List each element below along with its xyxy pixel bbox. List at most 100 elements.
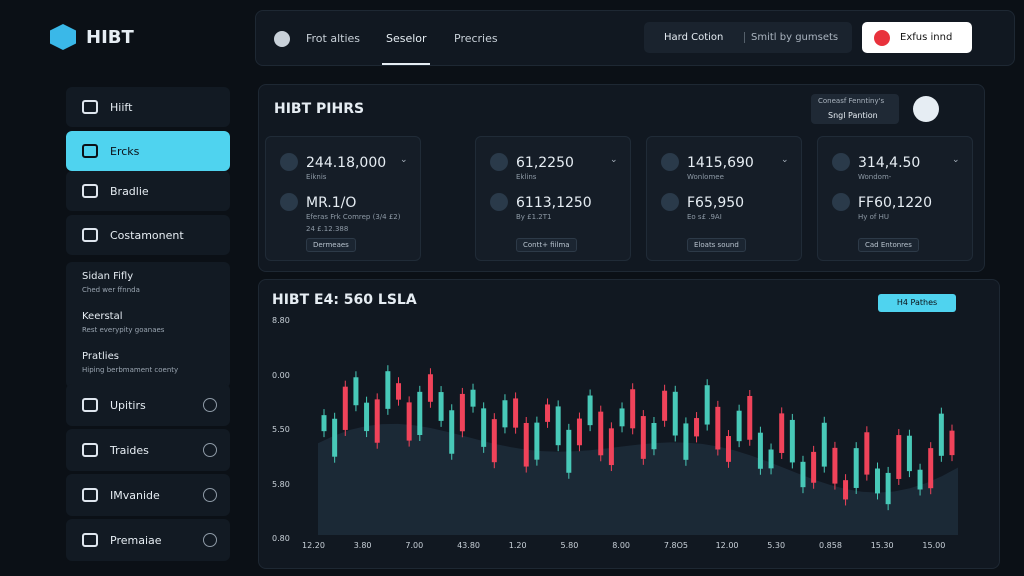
candlestick-chart bbox=[318, 365, 958, 535]
nav-item[interactable]: Bradlie bbox=[66, 171, 230, 211]
candle-body bbox=[470, 389, 476, 407]
segment-option[interactable]: Hard Cotion bbox=[664, 32, 724, 43]
candle-body bbox=[651, 422, 657, 450]
candle-body bbox=[725, 436, 731, 462]
timeframe-button[interactable]: H4 Pathes bbox=[878, 294, 956, 312]
x-axis-label: 5.80 bbox=[560, 541, 579, 550]
candle-body bbox=[481, 408, 487, 447]
pair-badge[interactable]: Eloats sound bbox=[687, 238, 746, 252]
nav-label: IMvanide bbox=[110, 488, 160, 502]
candle-body bbox=[598, 411, 604, 456]
candle-body bbox=[938, 413, 944, 456]
candle-body bbox=[576, 418, 582, 446]
settings-button[interactable] bbox=[913, 96, 939, 122]
nav-label: Upitirs bbox=[110, 398, 146, 412]
pair-value: 244.18,000 bbox=[306, 155, 387, 171]
candle-body bbox=[864, 432, 870, 475]
group-sub: Hiping berbmament coenty bbox=[82, 366, 179, 374]
pair-value: FF60,1220 bbox=[858, 195, 932, 211]
nav-chevron bbox=[203, 443, 217, 457]
candle-body bbox=[640, 416, 646, 459]
nav-item[interactable]: Premaiae bbox=[66, 519, 230, 561]
candle-body bbox=[608, 428, 614, 466]
button-label[interactable]: Exfus innd bbox=[900, 32, 953, 43]
candle-body bbox=[534, 422, 540, 460]
pair-value: F65,950 bbox=[687, 195, 745, 211]
nav-icon bbox=[82, 488, 98, 502]
candle-body bbox=[491, 419, 497, 463]
x-axis-label: 15.00 bbox=[922, 541, 946, 550]
candle-body bbox=[619, 408, 625, 427]
group-sub: Rest everypity goanaes bbox=[82, 326, 165, 334]
candle-body bbox=[417, 391, 423, 436]
pair-value: MR.1/O bbox=[306, 195, 357, 211]
candle-body bbox=[928, 448, 934, 489]
tab[interactable]: Frot alties bbox=[306, 32, 361, 45]
candle-body bbox=[502, 400, 508, 428]
candle-body bbox=[342, 386, 348, 430]
candle-body bbox=[800, 461, 806, 488]
candle-body bbox=[811, 451, 817, 483]
nav-item[interactable]: Traides bbox=[66, 429, 230, 471]
candle-body bbox=[438, 392, 444, 421]
nav-item[interactable]: Upitirs bbox=[66, 384, 230, 426]
pair-icon bbox=[280, 153, 298, 171]
candle-body bbox=[545, 404, 551, 422]
x-axis-label: 12.00 bbox=[715, 541, 739, 550]
pair-value: 314,4.50 bbox=[858, 155, 921, 171]
segment-option[interactable]: Smitl by gumsets bbox=[744, 32, 838, 43]
candle-body bbox=[694, 418, 700, 437]
pair-icon bbox=[280, 193, 298, 211]
nav-chevron bbox=[203, 488, 217, 502]
pair-badge[interactable]: Dermeaes bbox=[306, 238, 356, 252]
nav-group bbox=[66, 262, 230, 388]
nav-icon bbox=[82, 144, 98, 158]
tab-underline bbox=[382, 63, 430, 65]
dropdown-caret: ⌄ bbox=[781, 155, 789, 165]
group-sub: Ched wer ffnnda bbox=[82, 286, 140, 294]
candle-body bbox=[513, 398, 519, 428]
candle-body bbox=[832, 447, 838, 484]
pair-badge[interactable]: Cad Entonres bbox=[858, 238, 919, 252]
tab[interactable]: Seselor bbox=[386, 32, 427, 45]
y-axis-label: 0.00 bbox=[272, 370, 290, 380]
x-axis-label: 7.00 bbox=[405, 541, 424, 550]
pair-card: 61,2250 Eklins ⌄ 6113,1250 By £1.2T1 Contt+ f… bbox=[475, 136, 631, 261]
candle-body bbox=[374, 399, 380, 443]
select[interactable] bbox=[811, 94, 899, 124]
logo-icon bbox=[50, 24, 76, 50]
nav-icon bbox=[82, 184, 98, 198]
pair-label: Eo s£ .9AI bbox=[687, 213, 722, 221]
candle-body bbox=[704, 385, 710, 425]
candle-body bbox=[917, 469, 923, 490]
pair-label: Eferas Frk Comrep (3/4 £2) bbox=[306, 213, 401, 221]
nav-item[interactable]: Hiift bbox=[66, 87, 230, 127]
candle-body bbox=[715, 406, 721, 450]
candle-body bbox=[566, 429, 572, 473]
avatar[interactable] bbox=[274, 31, 290, 47]
pair-icon bbox=[490, 153, 508, 171]
dropdown-caret: ⌄ bbox=[400, 155, 408, 165]
area-fill bbox=[318, 423, 958, 535]
nav-label: Ercks bbox=[110, 144, 140, 158]
pair-icon bbox=[490, 193, 508, 211]
select-value[interactable]: Sngl Pantion bbox=[828, 111, 878, 120]
candle-body bbox=[757, 432, 763, 469]
pair-card: 1415,690 Wonlomee ⌄ F65,950 Eo s£ .9AI Eloats… bbox=[646, 136, 802, 261]
nav-item[interactable]: Ercks bbox=[66, 131, 230, 171]
nav-item[interactable]: IMvanide bbox=[66, 474, 230, 516]
candle-body bbox=[332, 418, 338, 457]
nav-label: Bradlie bbox=[110, 184, 149, 198]
pair-badge[interactable]: Contt+ fiilma bbox=[516, 238, 577, 252]
pair-icon bbox=[661, 153, 679, 171]
group-title: Sidan Fifly bbox=[82, 271, 134, 282]
candle-body bbox=[949, 430, 955, 456]
candle-body bbox=[747, 395, 753, 440]
nav-label: Traides bbox=[110, 443, 149, 457]
candle-body bbox=[874, 468, 880, 494]
tab[interactable]: Precries bbox=[454, 32, 498, 45]
nav-icon bbox=[82, 100, 98, 114]
group-title: Keerstal bbox=[82, 311, 123, 322]
nav-item[interactable]: Costamonent bbox=[66, 215, 230, 255]
